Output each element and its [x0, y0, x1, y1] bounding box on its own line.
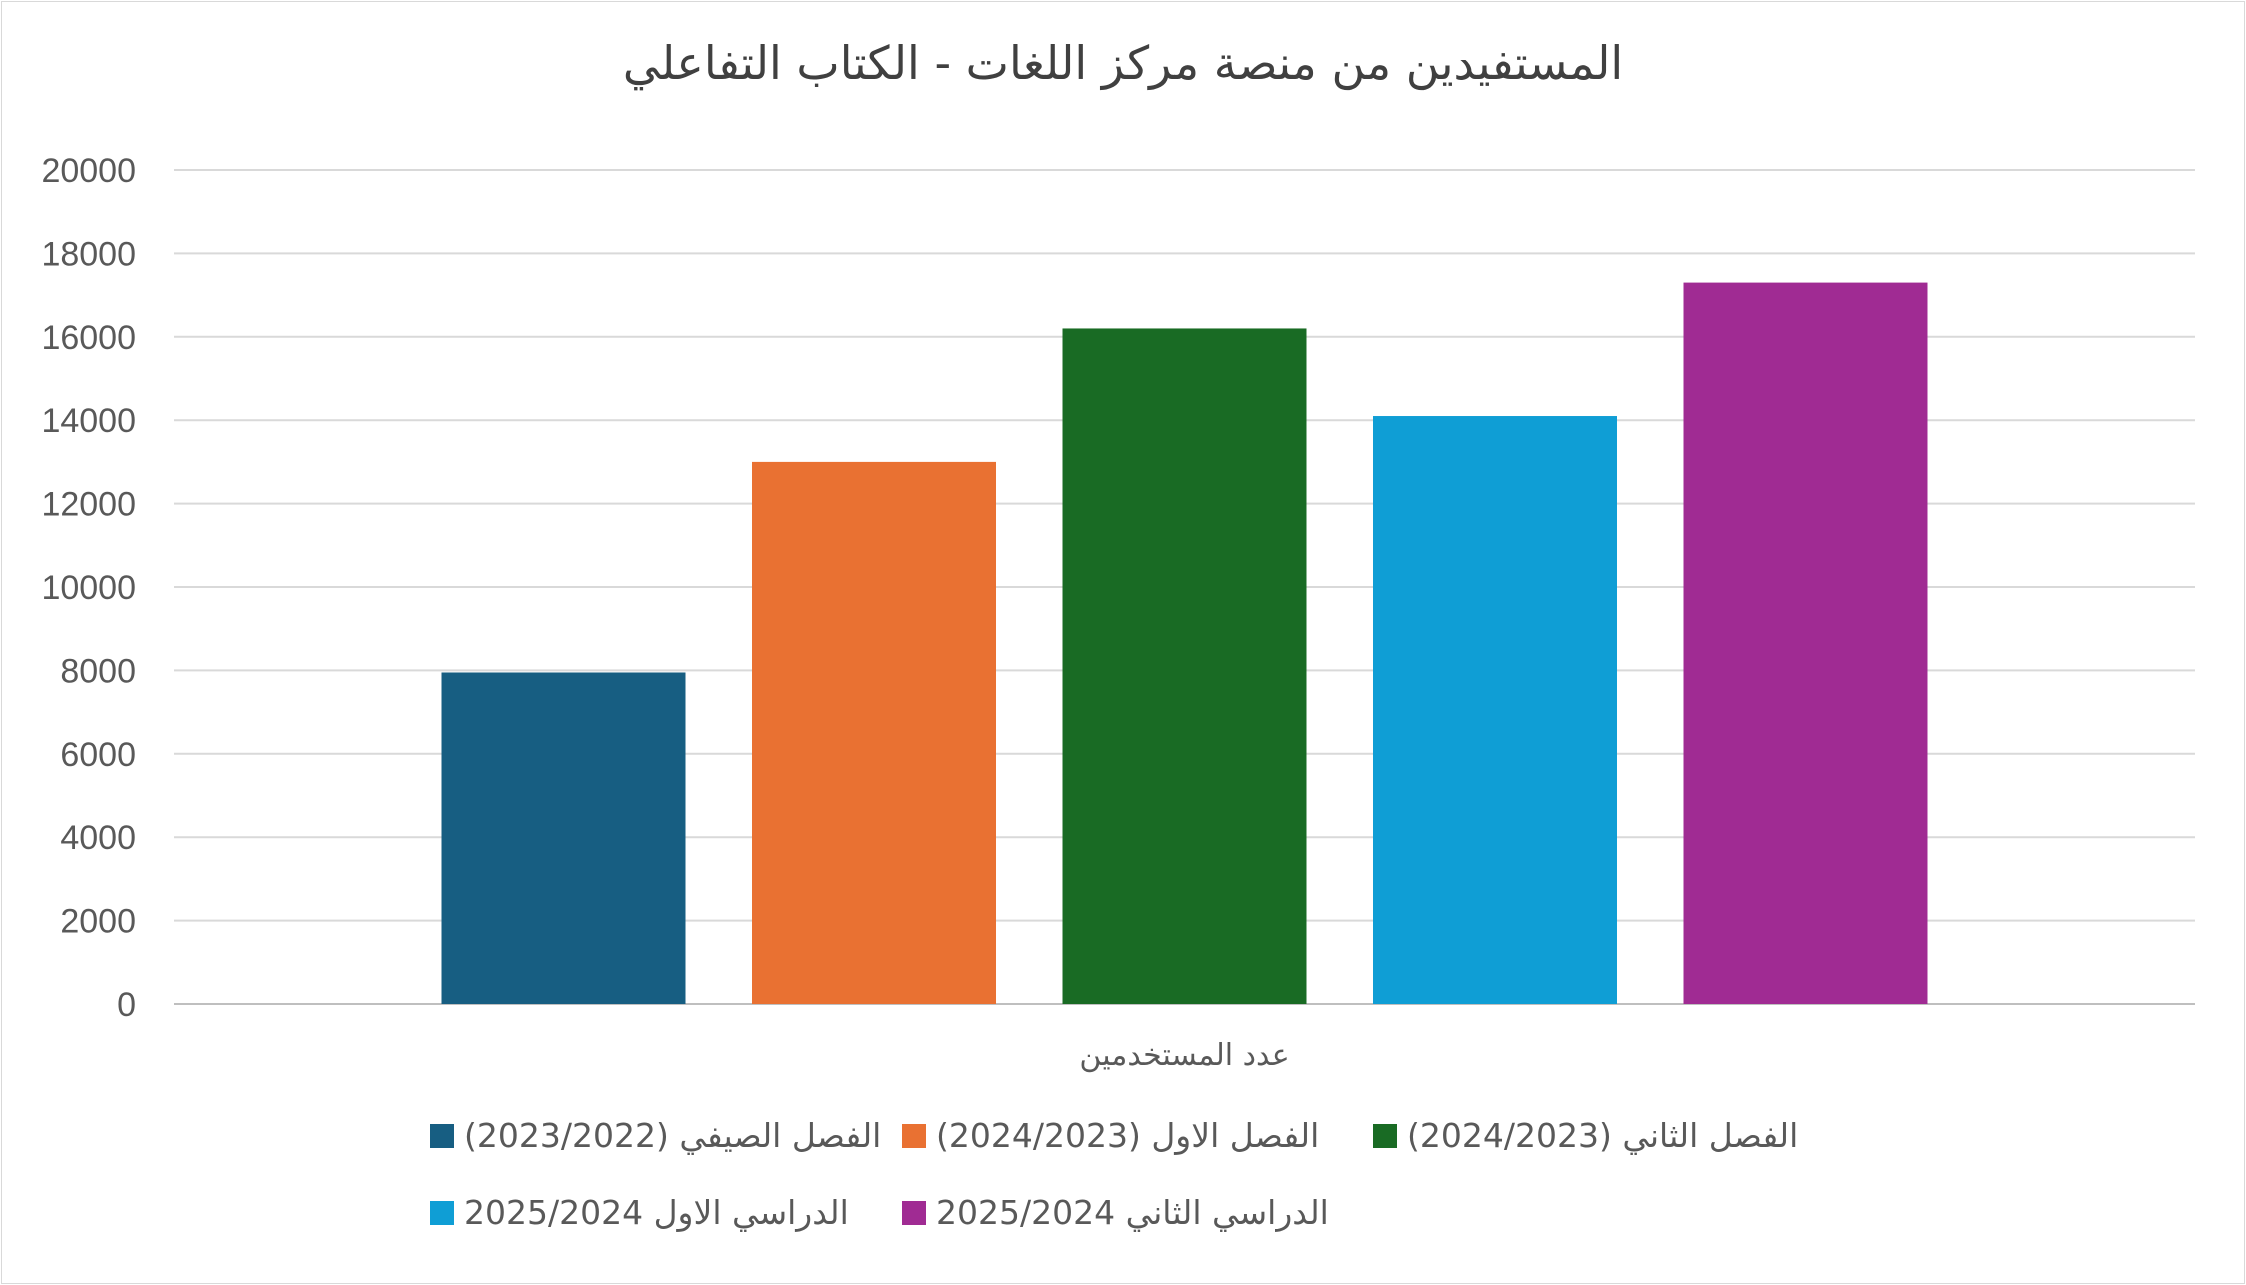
- x-category-label: عدد المستخدمين: [1079, 1038, 1289, 1073]
- legend-item-first-2025: الدراسي الاول 2025/2024: [430, 1193, 849, 1232]
- bar: [752, 461, 996, 1004]
- legend-item-summer-2023: الفصل الصيفي (2023/2022): [430, 1116, 881, 1155]
- legend-label: الدراسي الاول 2025/2024: [464, 1193, 849, 1232]
- legend-swatch: [902, 1200, 926, 1225]
- legend-swatch: [430, 1123, 454, 1148]
- legend-row-1: الفصل الصيفي (2023/2022) الفصل الاول (20…: [0, 1116, 2246, 1176]
- bar: [1373, 416, 1617, 1004]
- legend-swatch: [902, 1123, 926, 1148]
- bar: [1683, 282, 1928, 1005]
- legend-label: الفصل الصيفي (2023/2022): [464, 1116, 882, 1155]
- legend-label: الفصل الثاني (2024/2023): [1407, 1116, 1799, 1155]
- legend-label: الدراسي الثاني 2025/2024: [936, 1193, 1329, 1232]
- y-tick-label: 12000: [41, 486, 136, 524]
- chart-title: المستفيدين من منصة مركز اللغات - الكتاب …: [622, 36, 1624, 90]
- legend-swatch: [430, 1200, 454, 1225]
- bar: [1062, 328, 1307, 1005]
- legend-row-2: الدراسي الاول 2025/2024 الدراسي الثاني 2…: [0, 1193, 2246, 1253]
- y-tick-label: 8000: [60, 652, 136, 690]
- y-tick-label: 14000: [41, 402, 136, 440]
- legend-item-first-2024: الفصل الاول (2024/2023): [902, 1116, 1319, 1155]
- bar: [441, 672, 686, 1004]
- legend-label: الفصل الاول (2024/2023): [936, 1116, 1320, 1155]
- y-tick-label: 4000: [60, 819, 136, 857]
- y-tick-label: 2000: [60, 903, 136, 941]
- y-tick-label: 18000: [41, 235, 136, 273]
- y-tick-label: 10000: [41, 569, 136, 607]
- legend-item-second-2025: الدراسي الثاني 2025/2024: [902, 1193, 1329, 1232]
- legend-item-second-2024: الفصل الثاني (2024/2023): [1373, 1116, 1798, 1155]
- y-tick-label: 0: [117, 986, 136, 1024]
- y-tick-label: 6000: [60, 736, 136, 774]
- legend-swatch: [1373, 1123, 1397, 1148]
- y-tick-label: 20000: [41, 152, 136, 190]
- y-tick-label: 16000: [41, 319, 136, 357]
